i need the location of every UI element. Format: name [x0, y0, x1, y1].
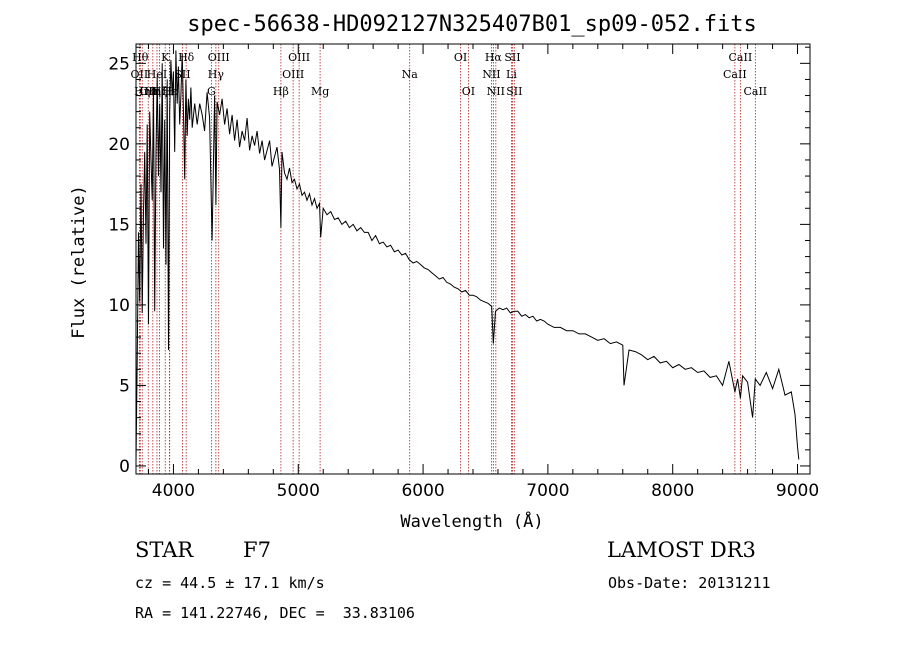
x-tick-label-0: 4000 — [152, 481, 195, 501]
line-marker-label-26: SII — [504, 51, 520, 64]
x-tick-label-1: 5000 — [277, 481, 320, 501]
plot-frame — [135, 43, 811, 475]
line-marker-label-21: OI — [462, 85, 475, 98]
line-marker-label-18: Mg — [311, 85, 329, 98]
line-marker-label-15: Hβ — [273, 85, 289, 98]
spectrum-chart: spec-56638-HD092127N325407B01_sp09-052.f… — [69, 12, 819, 532]
survey-name: LAMOST DR3 — [607, 538, 756, 562]
line-marker-label-24: NII — [487, 85, 505, 98]
line-marker-label-23: Hα — [485, 51, 503, 64]
line-marker-label-22: NII — [482, 68, 500, 81]
line-marker-label-19: Na — [402, 68, 419, 81]
line-marker-label-30: CaII — [743, 85, 767, 98]
y-tick-label-1: 5 — [119, 376, 130, 396]
line-marker-label-8: H — [165, 85, 175, 98]
line-marker-label-14: OIII — [208, 51, 230, 64]
line-marker-label-0: OII — [131, 68, 149, 81]
x-tick-label-4: 8000 — [651, 481, 694, 501]
line-marker-label-25: Li — [506, 68, 517, 81]
spectrum-line — [135, 50, 800, 463]
y-tick-label-3: 15 — [108, 215, 130, 235]
line-marker-label-1: Hθ — [132, 51, 149, 64]
x-axis-ticks: 4000 5000 6000 7000 8000 9000 — [147, 44, 819, 501]
coordinates: RA = 141.22746, DEC = 33.83106 — [135, 604, 415, 622]
y-tick-label-5: 25 — [108, 54, 130, 74]
line-marker-label-28: CaII — [723, 68, 747, 81]
y-axis-label: Flux (relative) — [69, 185, 89, 339]
line-marker-labels: OIIHθHηOIIHηHeIHζKHHεSIIHδGHγOIIIHβOIIIO… — [131, 51, 768, 98]
y-tick-label-0: 0 — [119, 457, 130, 477]
chart-title: spec-56638-HD092127N325407B01_sp09-052.f… — [187, 12, 757, 37]
line-marker-label-16: OIII — [282, 68, 304, 81]
line-marker-label-20: OI — [454, 51, 467, 64]
x-tick-label-2: 6000 — [401, 481, 444, 501]
line-marker-label-13: Hγ — [208, 68, 225, 81]
line-markers — [138, 44, 756, 474]
line-marker-label-3: OII — [139, 85, 157, 98]
spectral-subclass: F7 — [243, 538, 271, 562]
line-marker-label-12: G — [207, 85, 216, 98]
y-axis-ticks: 0 5 10 15 20 25 — [108, 46, 810, 477]
line-marker-label-27: SII — [506, 85, 522, 98]
x-tick-label-5: 9000 — [776, 481, 819, 501]
line-marker-label-6: Hζ — [152, 85, 168, 98]
y-tick-label-2: 10 — [108, 296, 130, 316]
observation-date: Obs-Date: 20131211 — [608, 574, 771, 592]
line-marker-label-17: OIII — [288, 51, 310, 64]
line-marker-label-11: Hδ — [178, 51, 195, 64]
line-marker-label-2: Hη — [134, 85, 150, 98]
line-marker-label-29: CaII — [729, 51, 753, 64]
object-type: STAR — [135, 538, 194, 562]
x-axis-label: Wavelength (Å) — [400, 510, 543, 532]
line-marker-label-7: K — [161, 51, 170, 64]
y-tick-label-4: 20 — [108, 135, 130, 155]
redshift-value: cz = 44.5 ± 17.1 km/s — [135, 574, 325, 592]
x-tick-label-3: 7000 — [526, 481, 569, 501]
